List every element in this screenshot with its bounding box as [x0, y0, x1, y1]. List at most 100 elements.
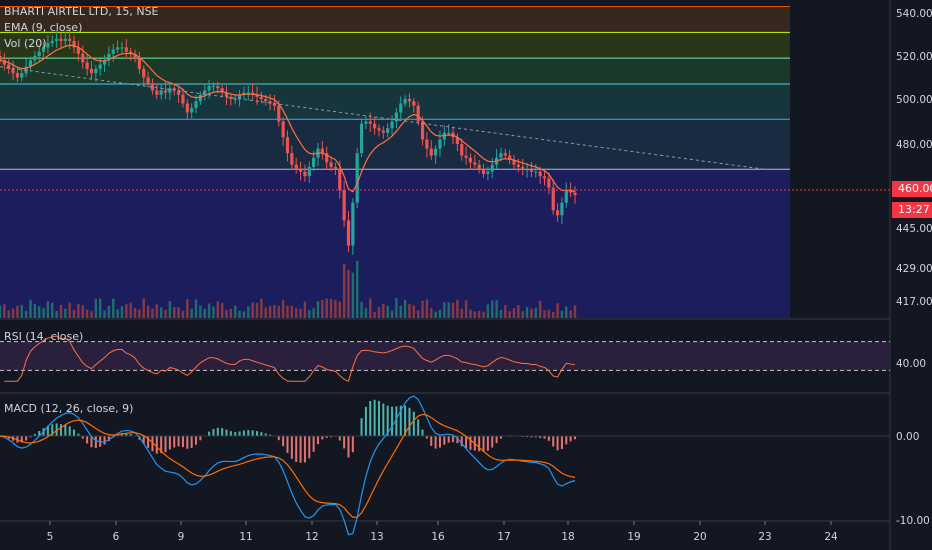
candle-body: [59, 38, 63, 41]
time-tick-label: 19: [627, 531, 640, 543]
candle-body: [85, 62, 89, 69]
time-tick-label: 18: [561, 531, 574, 543]
macd-histogram-bar: [386, 405, 389, 436]
time-tick-label: 6: [113, 531, 120, 543]
volume-bar: [138, 309, 141, 318]
candle-body: [320, 148, 324, 154]
macd-tick-label: 0.00: [896, 431, 919, 443]
macd-histogram-bar: [177, 436, 180, 447]
candle-body: [229, 96, 233, 99]
macd-histogram-bar: [343, 436, 346, 449]
candle-body: [333, 167, 338, 170]
macd-histogram-bar: [216, 427, 219, 436]
vol-legend[interactable]: Vol (20): [4, 37, 47, 50]
candle-body: [89, 68, 94, 74]
candle-body: [81, 53, 85, 63]
macd-histogram-bar: [574, 436, 576, 440]
candle-body: [124, 47, 128, 52]
volume-bar: [107, 305, 111, 318]
volume-bar: [0, 305, 2, 318]
candle-body: [176, 90, 181, 95]
macd-histogram-bar: [417, 419, 420, 436]
volume-bar: [129, 302, 132, 318]
candle-body: [325, 153, 329, 163]
rsi-legend[interactable]: RSI (14, close): [4, 330, 84, 343]
macd-histogram-bar: [556, 436, 559, 451]
macd-histogram-bar: [73, 429, 76, 436]
candle-body: [412, 101, 416, 106]
volume-bar: [430, 308, 433, 318]
candle-body: [481, 169, 486, 174]
macd-histogram-bar: [312, 436, 315, 452]
macd-histogram-bar: [107, 436, 110, 442]
macd-histogram-bar: [195, 436, 198, 445]
candle-body: [438, 139, 442, 149]
symbol-title[interactable]: BHARTI AIRTEL LTD, 15, NSE: [4, 5, 159, 18]
volume-bar: [308, 310, 311, 318]
volume-bar: [181, 310, 185, 318]
ema-line: [0, 44, 576, 193]
candle-body: [329, 162, 333, 167]
candle-body: [442, 132, 446, 140]
candle-body: [142, 68, 146, 78]
candle-body: [486, 171, 490, 174]
macd-histogram-bar: [155, 436, 158, 454]
candle-body: [381, 130, 385, 133]
volume-bar: [264, 307, 267, 318]
macd-histogram-bar: [181, 436, 184, 448]
volume-bar: [460, 308, 463, 318]
volume-bar: [360, 301, 363, 318]
volume-bar: [342, 264, 346, 318]
macd-histogram-bar: [447, 436, 450, 443]
candle-body: [259, 96, 263, 99]
volume-bar: [286, 305, 289, 318]
macd-histogram-bar: [499, 436, 502, 439]
macd-histogram-bar: [478, 436, 481, 452]
candle-body: [386, 128, 390, 133]
macd-histogram-bar: [425, 436, 428, 439]
volume-bar: [556, 303, 559, 318]
volume-bar: [177, 307, 180, 318]
candle-body: [499, 153, 503, 158]
macd-histogram-bar: [452, 436, 455, 443]
macd-legend[interactable]: MACD (12, 26, close, 9): [4, 402, 134, 415]
volume-bar: [90, 311, 93, 318]
candle-body: [525, 169, 529, 171]
candle-body: [477, 164, 481, 170]
macd-histogram-bar: [395, 406, 398, 436]
macd-histogram-bar: [560, 436, 563, 449]
macd-histogram-bar: [103, 436, 106, 445]
macd-histogram-bar: [29, 436, 32, 438]
candle-body: [468, 157, 473, 163]
volume-bar: [534, 307, 537, 318]
macd-histogram-bar: [212, 428, 215, 436]
volume-bar: [569, 310, 572, 318]
macd-histogram-bar: [282, 436, 285, 447]
candle-body: [107, 53, 111, 61]
price-tick-label: 445.00: [896, 223, 932, 235]
level-band: [0, 119, 790, 170]
candle-body: [368, 121, 372, 124]
trendline: [0, 66, 766, 170]
macd-histogram-bar: [412, 411, 415, 436]
candle-body: [102, 60, 107, 65]
volume-bar: [473, 311, 477, 318]
volume-bar: [499, 309, 503, 318]
macd-histogram-bar: [208, 431, 211, 436]
macd-histogram-bar: [64, 424, 67, 436]
volume-bar: [51, 302, 54, 318]
candle-body: [359, 123, 364, 154]
macd-histogram-bar: [81, 436, 84, 439]
candle-body: [198, 94, 202, 102]
volume-bar: [486, 304, 490, 318]
volume-bar: [125, 304, 128, 318]
ema-legend[interactable]: EMA (9, close): [4, 21, 83, 34]
volume-bar: [325, 298, 328, 318]
volume-bar: [212, 306, 215, 318]
macd-histogram-bar: [247, 430, 250, 436]
volume-bar: [116, 309, 119, 318]
volume-bar: [85, 309, 89, 318]
candle-body: [420, 121, 425, 140]
volume-bar: [234, 305, 237, 318]
